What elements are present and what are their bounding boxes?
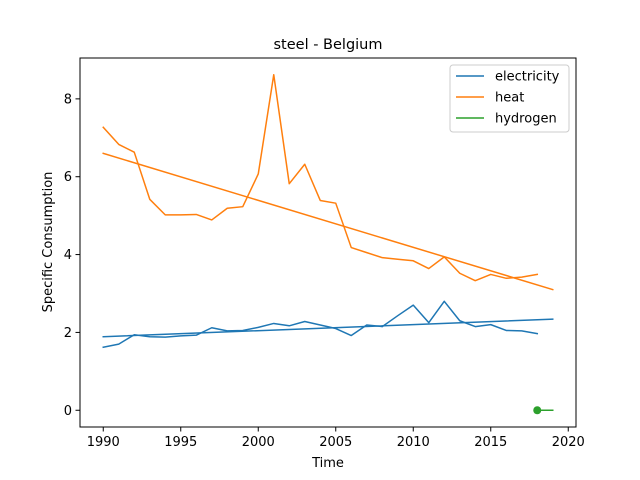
plot-frame — [79, 57, 577, 428]
series-line-electricity-trend — [102, 318, 554, 338]
plot-lines — [102, 73, 554, 415]
y-axis-label: Specific Consumption — [41, 172, 56, 313]
x-tick-label: 2005 — [319, 435, 352, 450]
chart-title: steel - Belgium — [273, 37, 382, 53]
y-tick-label: 4 — [64, 248, 72, 263]
x-tick-label: 2000 — [242, 435, 275, 450]
y-tick-label: 8 — [64, 92, 72, 107]
y-tick-label: 2 — [64, 326, 72, 341]
y-tick-label: 6 — [64, 170, 72, 185]
legend-label-electricity: electricity — [495, 70, 560, 85]
x-tick-label: 2015 — [474, 435, 507, 450]
y-tick-label: 0 — [64, 404, 72, 419]
x-tick-label: 2010 — [397, 435, 430, 450]
series-line-heat — [102, 73, 539, 282]
x-tick-label: 1990 — [87, 435, 120, 450]
y-axis: 0 2 4 6 8 — [64, 92, 80, 419]
x-axis-label: Time — [311, 456, 344, 471]
x-tick-label: 2020 — [552, 435, 585, 450]
legend-label-heat: heat — [495, 91, 524, 106]
legend-box — [449, 64, 570, 133]
series-line-heat-trend — [102, 152, 554, 291]
legend-label-hydrogen: hydrogen — [495, 112, 557, 127]
x-axis: 1990 1995 2000 2005 2010 2015 2020 — [87, 427, 585, 450]
x-tick-label: 1995 — [164, 435, 197, 450]
legend: electricity heat hydrogen — [449, 64, 570, 133]
